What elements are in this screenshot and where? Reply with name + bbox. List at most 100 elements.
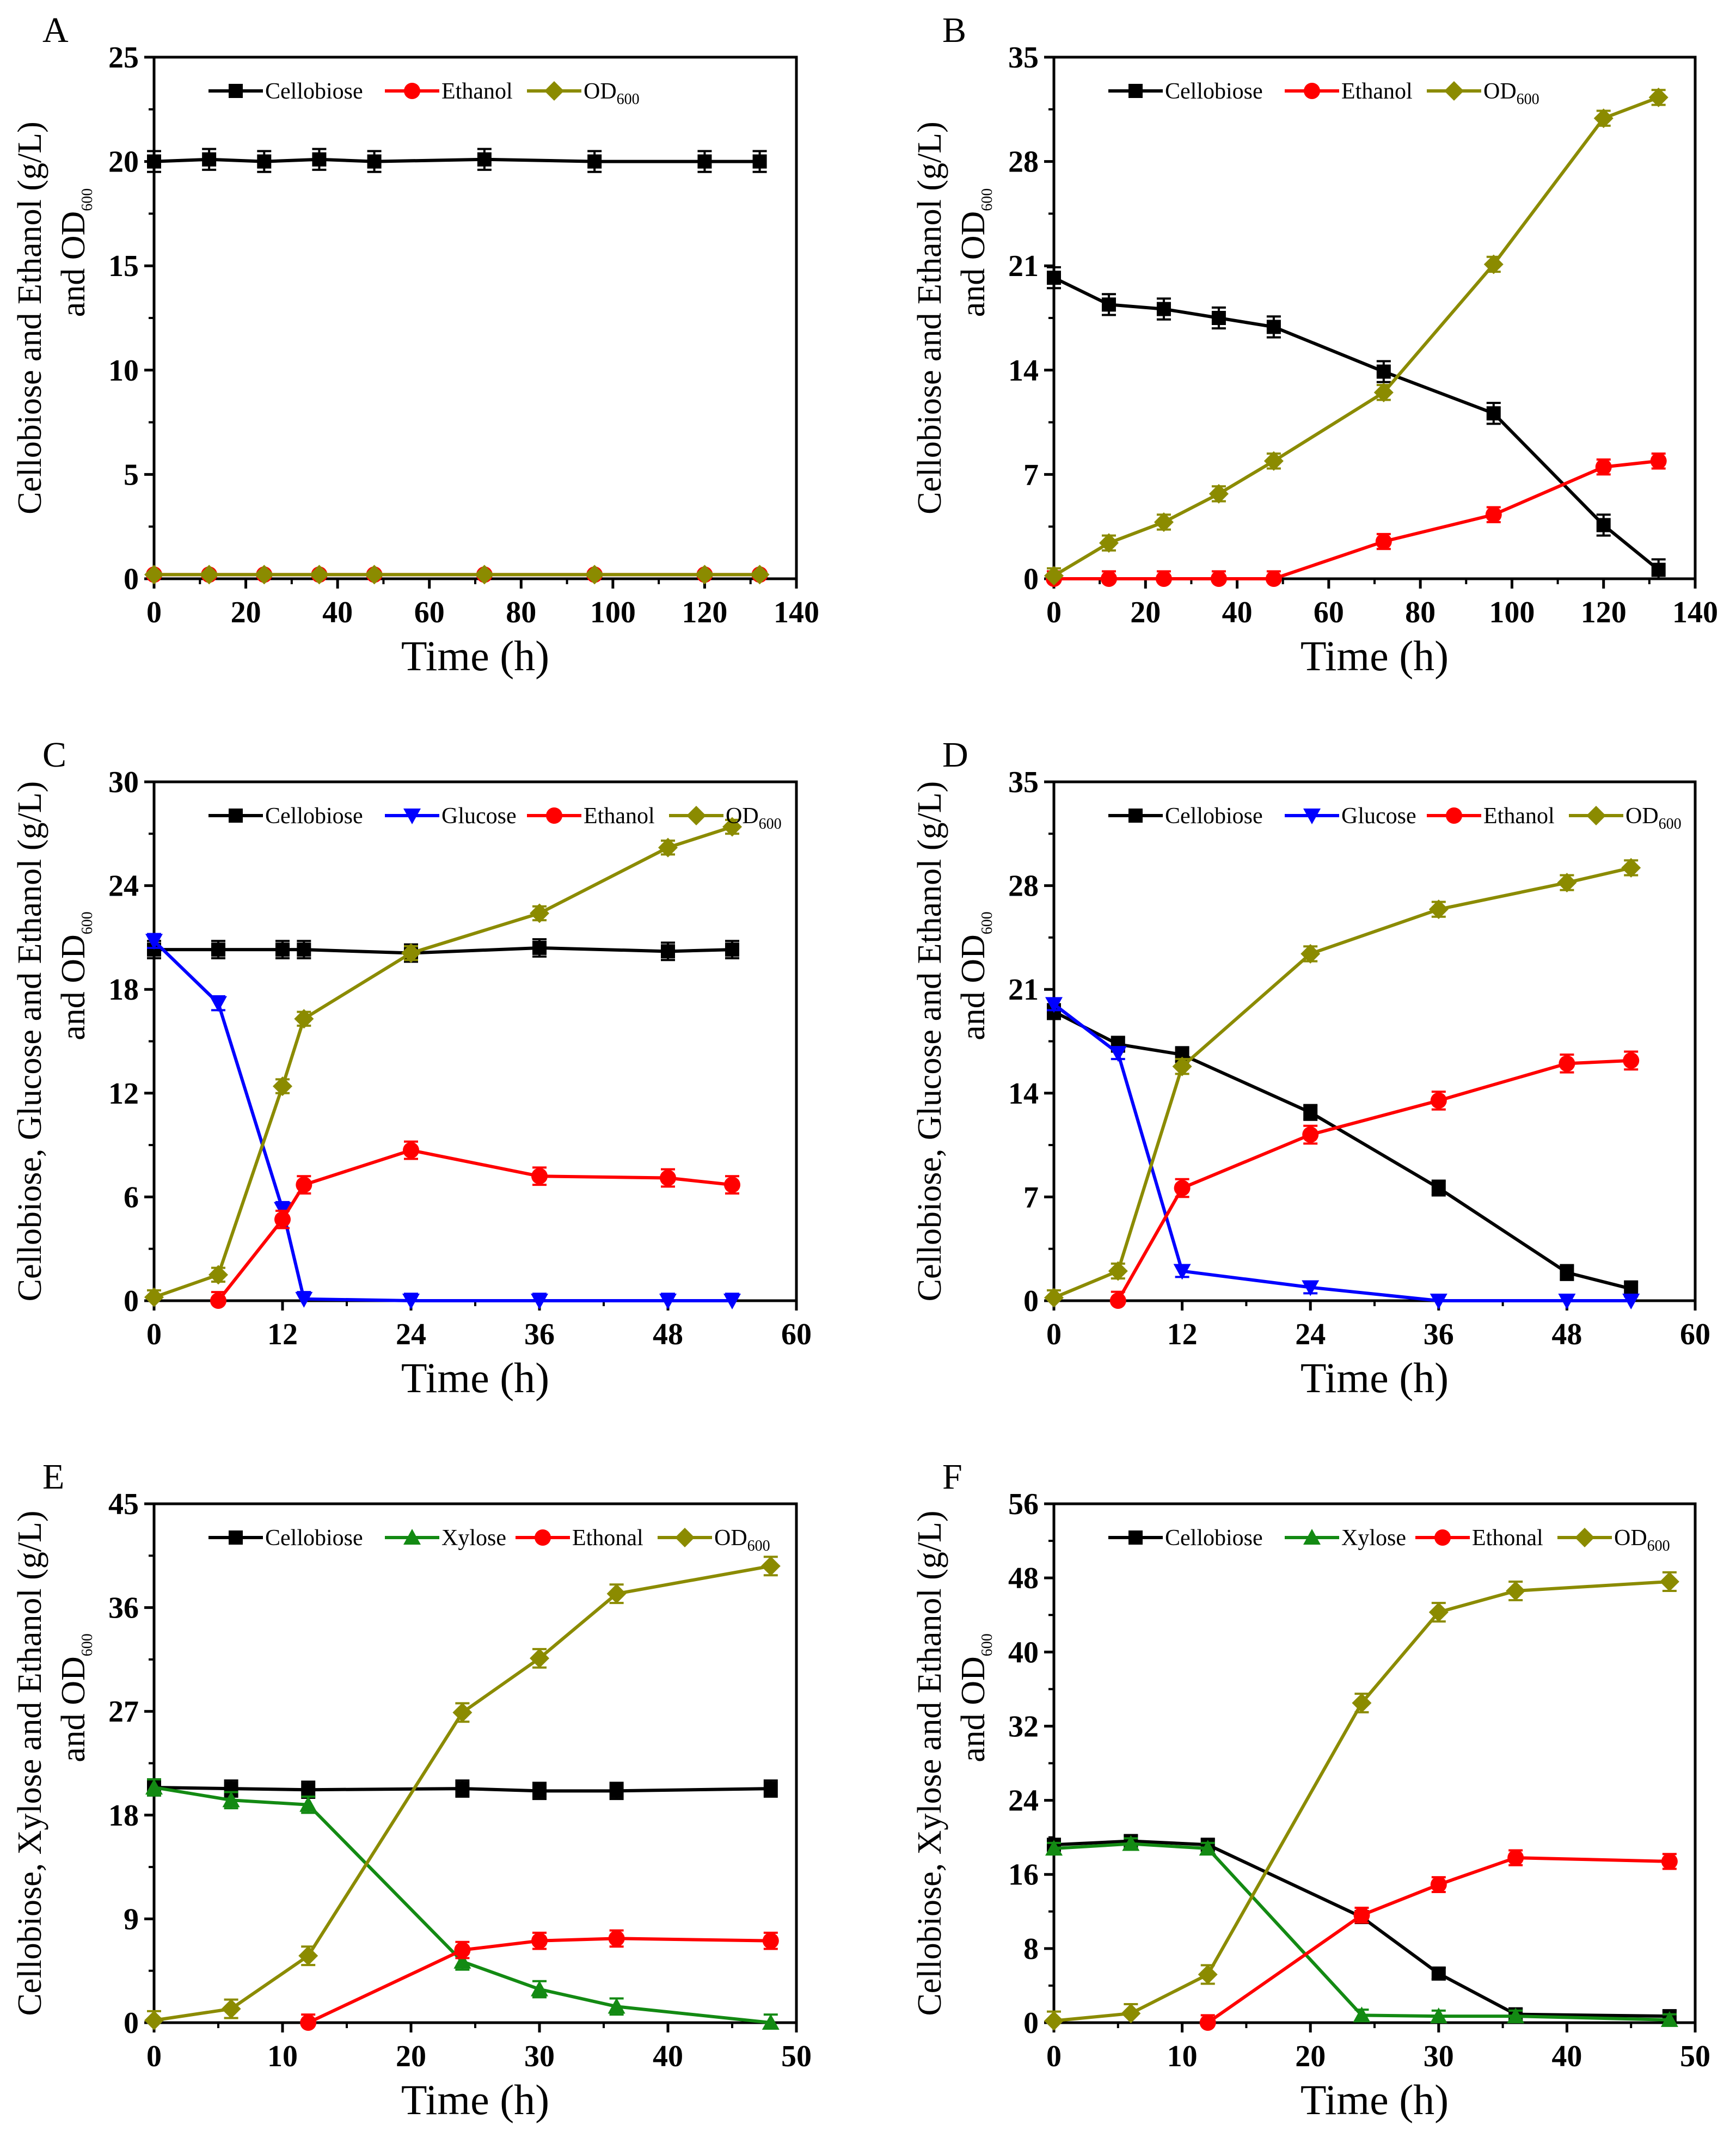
- data-point: [199, 565, 219, 585]
- data-point: [1121, 2003, 1141, 2023]
- y-axis-title: Cellobiose, Glucose and Ethanol (g/L): [11, 781, 48, 1302]
- data-point: [1303, 1105, 1318, 1120]
- series-od: [144, 1556, 781, 2030]
- y-tick-label: 18: [108, 1799, 139, 1833]
- legend-marker: [1586, 806, 1606, 825]
- data-point: [1650, 452, 1667, 469]
- data-point: [1430, 1876, 1447, 1893]
- y-tick-label: 35: [1008, 41, 1039, 75]
- data-point: [531, 1932, 548, 1949]
- data-point: [301, 1783, 316, 1797]
- data-point: [1352, 1693, 1372, 1713]
- y-tick-label: 0: [124, 2006, 139, 2040]
- y-tick-label: 24: [1008, 1784, 1039, 1818]
- data-point: [1100, 571, 1117, 587]
- legend-marker: [403, 809, 421, 824]
- data-point: [1622, 1294, 1640, 1309]
- data-point: [760, 1556, 781, 1576]
- data-point: [1485, 506, 1502, 523]
- data-point: [532, 940, 547, 955]
- x-tick-label: 20: [396, 2040, 426, 2073]
- data-point: [1595, 458, 1612, 475]
- data-point: [1659, 1571, 1679, 1591]
- y-axis-title-subscript: 600: [79, 188, 96, 211]
- data-point: [763, 1781, 778, 1796]
- plot-frame: [1052, 56, 1697, 580]
- data-point: [254, 565, 274, 585]
- y-tick-label: 6: [124, 1180, 139, 1214]
- data-point: [211, 942, 225, 957]
- x-tick-label: 10: [267, 2040, 298, 2073]
- data-point: [1047, 271, 1061, 285]
- y-axis-title-subscript: 600: [79, 911, 96, 934]
- y-tick-label: 21: [1008, 249, 1039, 283]
- y-axis-title-line2: and OD600: [55, 188, 96, 317]
- data-point: [1596, 518, 1611, 532]
- x-tick-label: 0: [146, 596, 162, 629]
- series-line: [1054, 459, 1659, 580]
- panel-f: F 0 10 20 30 40 50 0 8 16 24 32 40 48 56 Time (h) Cellob…: [911, 1457, 1710, 2123]
- series-line: [1053, 1010, 1631, 1291]
- data-point: [210, 996, 227, 1012]
- plot-frame: [152, 56, 798, 580]
- data-point: [453, 1952, 471, 1969]
- data-point: [1263, 451, 1284, 471]
- data-point: [401, 943, 421, 963]
- legend-marker: [546, 807, 562, 824]
- x-tick-label: 100: [1489, 596, 1535, 629]
- x-tick-label: 40: [1551, 2040, 1582, 2073]
- data-point: [606, 1584, 627, 1604]
- data-point: [1172, 1056, 1192, 1076]
- legend-marker: [229, 84, 243, 98]
- data-point: [752, 154, 767, 169]
- x-tick-label: 10: [1167, 2040, 1198, 2073]
- legend-marker: [1444, 81, 1464, 101]
- data-point: [294, 1009, 314, 1029]
- x-tick-label: 40: [653, 2040, 683, 2073]
- legend-label: Ethonal: [1472, 1526, 1543, 1551]
- series-line: [1053, 276, 1660, 571]
- y-tick-label: 7: [1023, 1180, 1039, 1214]
- legend: Cellobiose Ethanol OD600: [208, 79, 640, 108]
- series-od: [144, 817, 742, 1307]
- legend-label: Ethanol: [1483, 804, 1555, 829]
- series-od: [1044, 858, 1641, 1308]
- series-cellobiose: [1047, 266, 1666, 579]
- data-point: [762, 1932, 779, 1949]
- data-point: [147, 154, 161, 169]
- legend-subscript: 600: [1659, 816, 1682, 832]
- data-point: [1302, 1126, 1319, 1143]
- data-point: [367, 154, 382, 169]
- series-line: [1117, 1058, 1631, 1302]
- y-axis-title-subscript: 600: [79, 1633, 96, 1656]
- series-ethanol: [1109, 1050, 1640, 1309]
- panel-letter: D: [942, 735, 968, 775]
- data-point: [608, 1930, 625, 1947]
- data-point: [257, 154, 272, 169]
- data-point: [1109, 1293, 1126, 1309]
- data-point: [1593, 108, 1614, 128]
- data-point: [1558, 1294, 1576, 1309]
- data-point: [1199, 1840, 1217, 1856]
- legend-label: Ethonal: [572, 1526, 643, 1551]
- data-point: [1266, 320, 1281, 334]
- data-point: [1506, 1581, 1526, 1601]
- data-point: [222, 1791, 240, 1808]
- series-line: [152, 940, 732, 1302]
- legend-label: OD600: [714, 1526, 770, 1554]
- legend-label: Ethanol: [584, 804, 655, 829]
- data-point: [1431, 1181, 1446, 1196]
- x-axis-title: Time (h): [1301, 1354, 1449, 1401]
- data-point: [1265, 571, 1282, 587]
- x-tick-label: 40: [322, 596, 353, 629]
- data-point: [1044, 566, 1064, 586]
- legend-marker: [229, 1530, 243, 1545]
- data-point: [1483, 254, 1504, 274]
- data-point: [530, 903, 549, 923]
- series-line: [154, 157, 760, 163]
- x-axis-title: Time (h): [1301, 632, 1449, 679]
- legend-label: Cellobiose: [265, 804, 363, 829]
- y-axis-title-subscript: 600: [979, 911, 996, 934]
- data-point: [750, 565, 770, 585]
- data-point: [1174, 1180, 1191, 1197]
